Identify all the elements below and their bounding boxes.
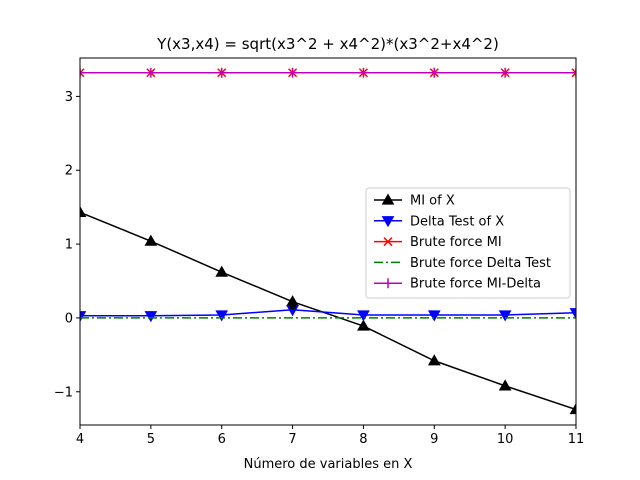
- series-group: [80, 67, 576, 415]
- x-tick-label: 7: [288, 432, 296, 447]
- x-tick-label: 6: [218, 432, 226, 447]
- x-axis-label: Número de variables en X: [244, 457, 413, 472]
- series-3-point: [571, 68, 576, 78]
- plot-area: 4 5 6 7 8 9 10 11 −1 0 1 2 3 MI of X Delta Test of X Br…: [54, 57, 585, 447]
- series-5-point: [358, 67, 369, 78]
- series-1-point: [498, 379, 512, 391]
- x-tick-label: 9: [430, 432, 438, 447]
- legend-box: [365, 187, 571, 299]
- x-tick-label: 11: [568, 432, 585, 447]
- y-tick-label: 3: [65, 90, 73, 105]
- series-1-point: [80, 205, 87, 217]
- x-tick-label: 5: [147, 432, 155, 447]
- legend-entry-3: Brute force MI: [410, 235, 502, 250]
- series-5-point: [571, 67, 576, 78]
- legend-entry-1: MI of X: [410, 194, 455, 209]
- series-3-point: [80, 68, 85, 78]
- legend-marker-2: [381, 216, 395, 228]
- series-2-point: [215, 310, 229, 322]
- series-2-point: [569, 308, 576, 320]
- series-5-point: [216, 67, 227, 78]
- x-tick-label: 8: [359, 432, 367, 447]
- legend-marker-5: [383, 278, 393, 289]
- series-2-point: [80, 311, 87, 323]
- series-5-point: [145, 67, 156, 78]
- y-tick-label: −1: [54, 385, 73, 400]
- series-5-point: [429, 67, 440, 78]
- series-2-point: [357, 310, 370, 322]
- annotation-point: [289, 302, 297, 310]
- series-1-point: [357, 319, 370, 331]
- legend-marker-3: [383, 237, 393, 247]
- series-5-point: [500, 67, 511, 78]
- series-2-point: [144, 311, 158, 323]
- legend-entry-4: Brute force Delta Test: [410, 256, 551, 271]
- series-5-point: [80, 67, 85, 78]
- y-tick-label: 0: [65, 311, 73, 326]
- legend: MI of X Delta Test of X Brute force MI Brut…: [365, 187, 571, 299]
- series-2-point: [427, 310, 441, 322]
- x-tick-label: 10: [497, 432, 514, 447]
- legend-entry-2: Delta Test of X: [410, 214, 504, 229]
- series-2-point: [498, 310, 512, 322]
- y-tick-label: 1: [65, 238, 73, 253]
- series-line-2: [80, 309, 576, 317]
- series-1-point: [427, 354, 441, 366]
- chart-title: Y(x3,x4) = sqrt(x3^2 + x4^2)*(x3^2+x4^2): [156, 35, 499, 53]
- series-1-point: [215, 265, 229, 277]
- series-1-point: [569, 402, 576, 415]
- legend-entry-5: Brute force MI-Delta: [410, 277, 541, 292]
- series-5-point: [287, 67, 298, 78]
- series-line-1: [80, 211, 576, 411]
- y-tick-label: 2: [65, 164, 73, 179]
- x-tick-label: 4: [76, 432, 84, 447]
- series-1-point: [144, 234, 158, 246]
- legend-marker-1: [381, 193, 395, 205]
- plot-frame: [79, 57, 577, 426]
